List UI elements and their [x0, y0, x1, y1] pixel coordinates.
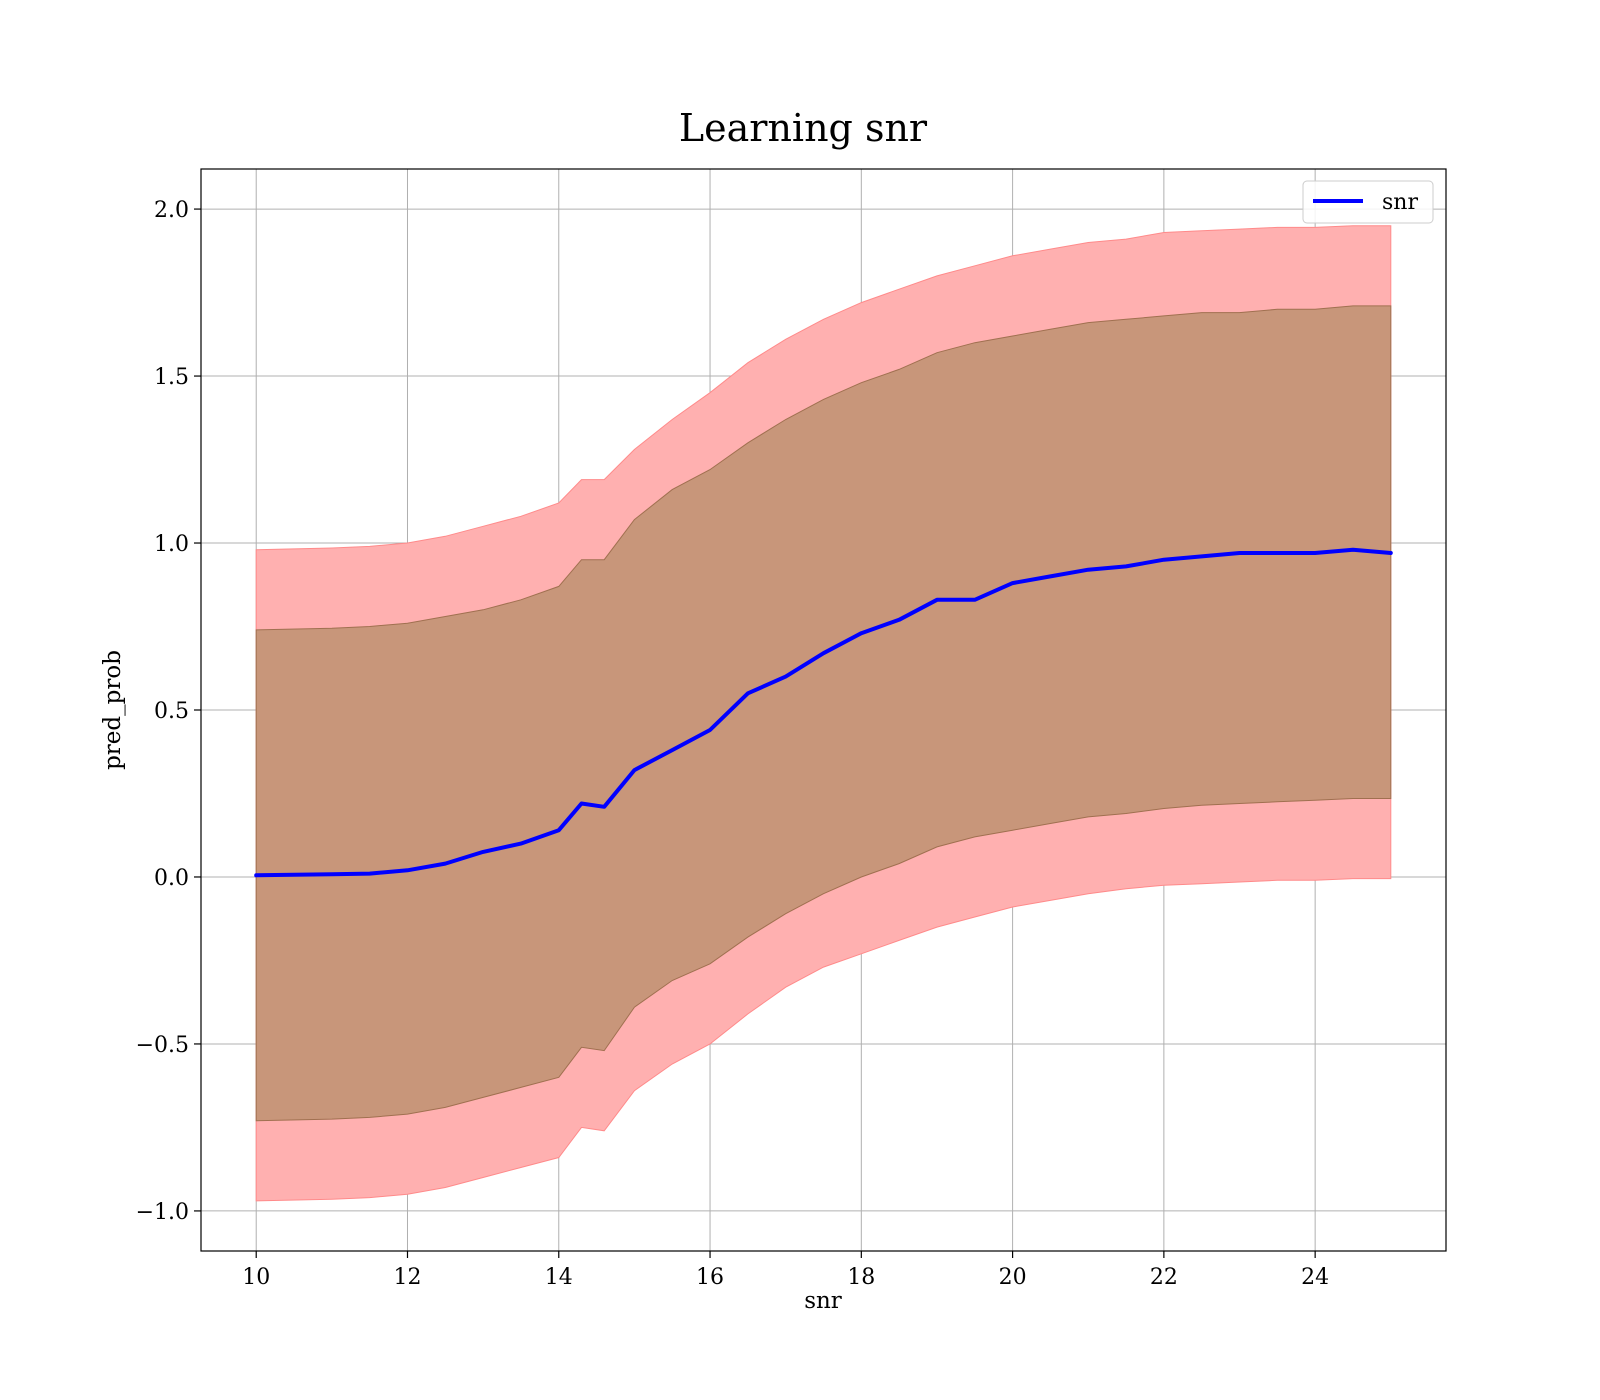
inner-band: [255, 305, 1392, 1122]
chart-title: Learning snr: [679, 106, 928, 150]
x-tick-label: 20: [999, 1265, 1027, 1290]
x-tick-label: 10: [242, 1265, 270, 1290]
y-tick-label: 0.5: [154, 699, 189, 724]
x-ticks: 10 12 14 16 18 20 22 24: [242, 1251, 1329, 1290]
y-tick-label: −0.5: [136, 1033, 189, 1058]
series-lines: [254, 547, 1393, 878]
y-axis-label: pred_prob: [100, 650, 126, 770]
y-ticks: −1.0 −0.5 0.0 0.5 1.0 1.5 2.0: [136, 198, 201, 1225]
x-tick-label: 18: [847, 1265, 875, 1290]
x-tick-label: 12: [393, 1265, 421, 1290]
legend-box: [1302, 180, 1434, 224]
x-tick-label: 24: [1301, 1265, 1329, 1290]
series-line-snr: [254, 547, 1393, 878]
y-tick-label: 0.0: [154, 866, 189, 891]
y-tick-label: 1.5: [154, 365, 189, 390]
y-tick-label: −1.0: [136, 1200, 189, 1225]
x-tick-label: 16: [696, 1265, 724, 1290]
x-axis-label: snr: [804, 1288, 842, 1314]
legend: snr: [1302, 180, 1434, 224]
confidence-bands: [255, 225, 1392, 1202]
y-tick-label: 1.0: [154, 532, 189, 557]
x-tick-label: 14: [545, 1265, 573, 1290]
x-tick-label: 22: [1150, 1265, 1178, 1290]
legend-entry: snr: [1382, 190, 1418, 215]
y-tick-label: 2.0: [154, 198, 189, 223]
